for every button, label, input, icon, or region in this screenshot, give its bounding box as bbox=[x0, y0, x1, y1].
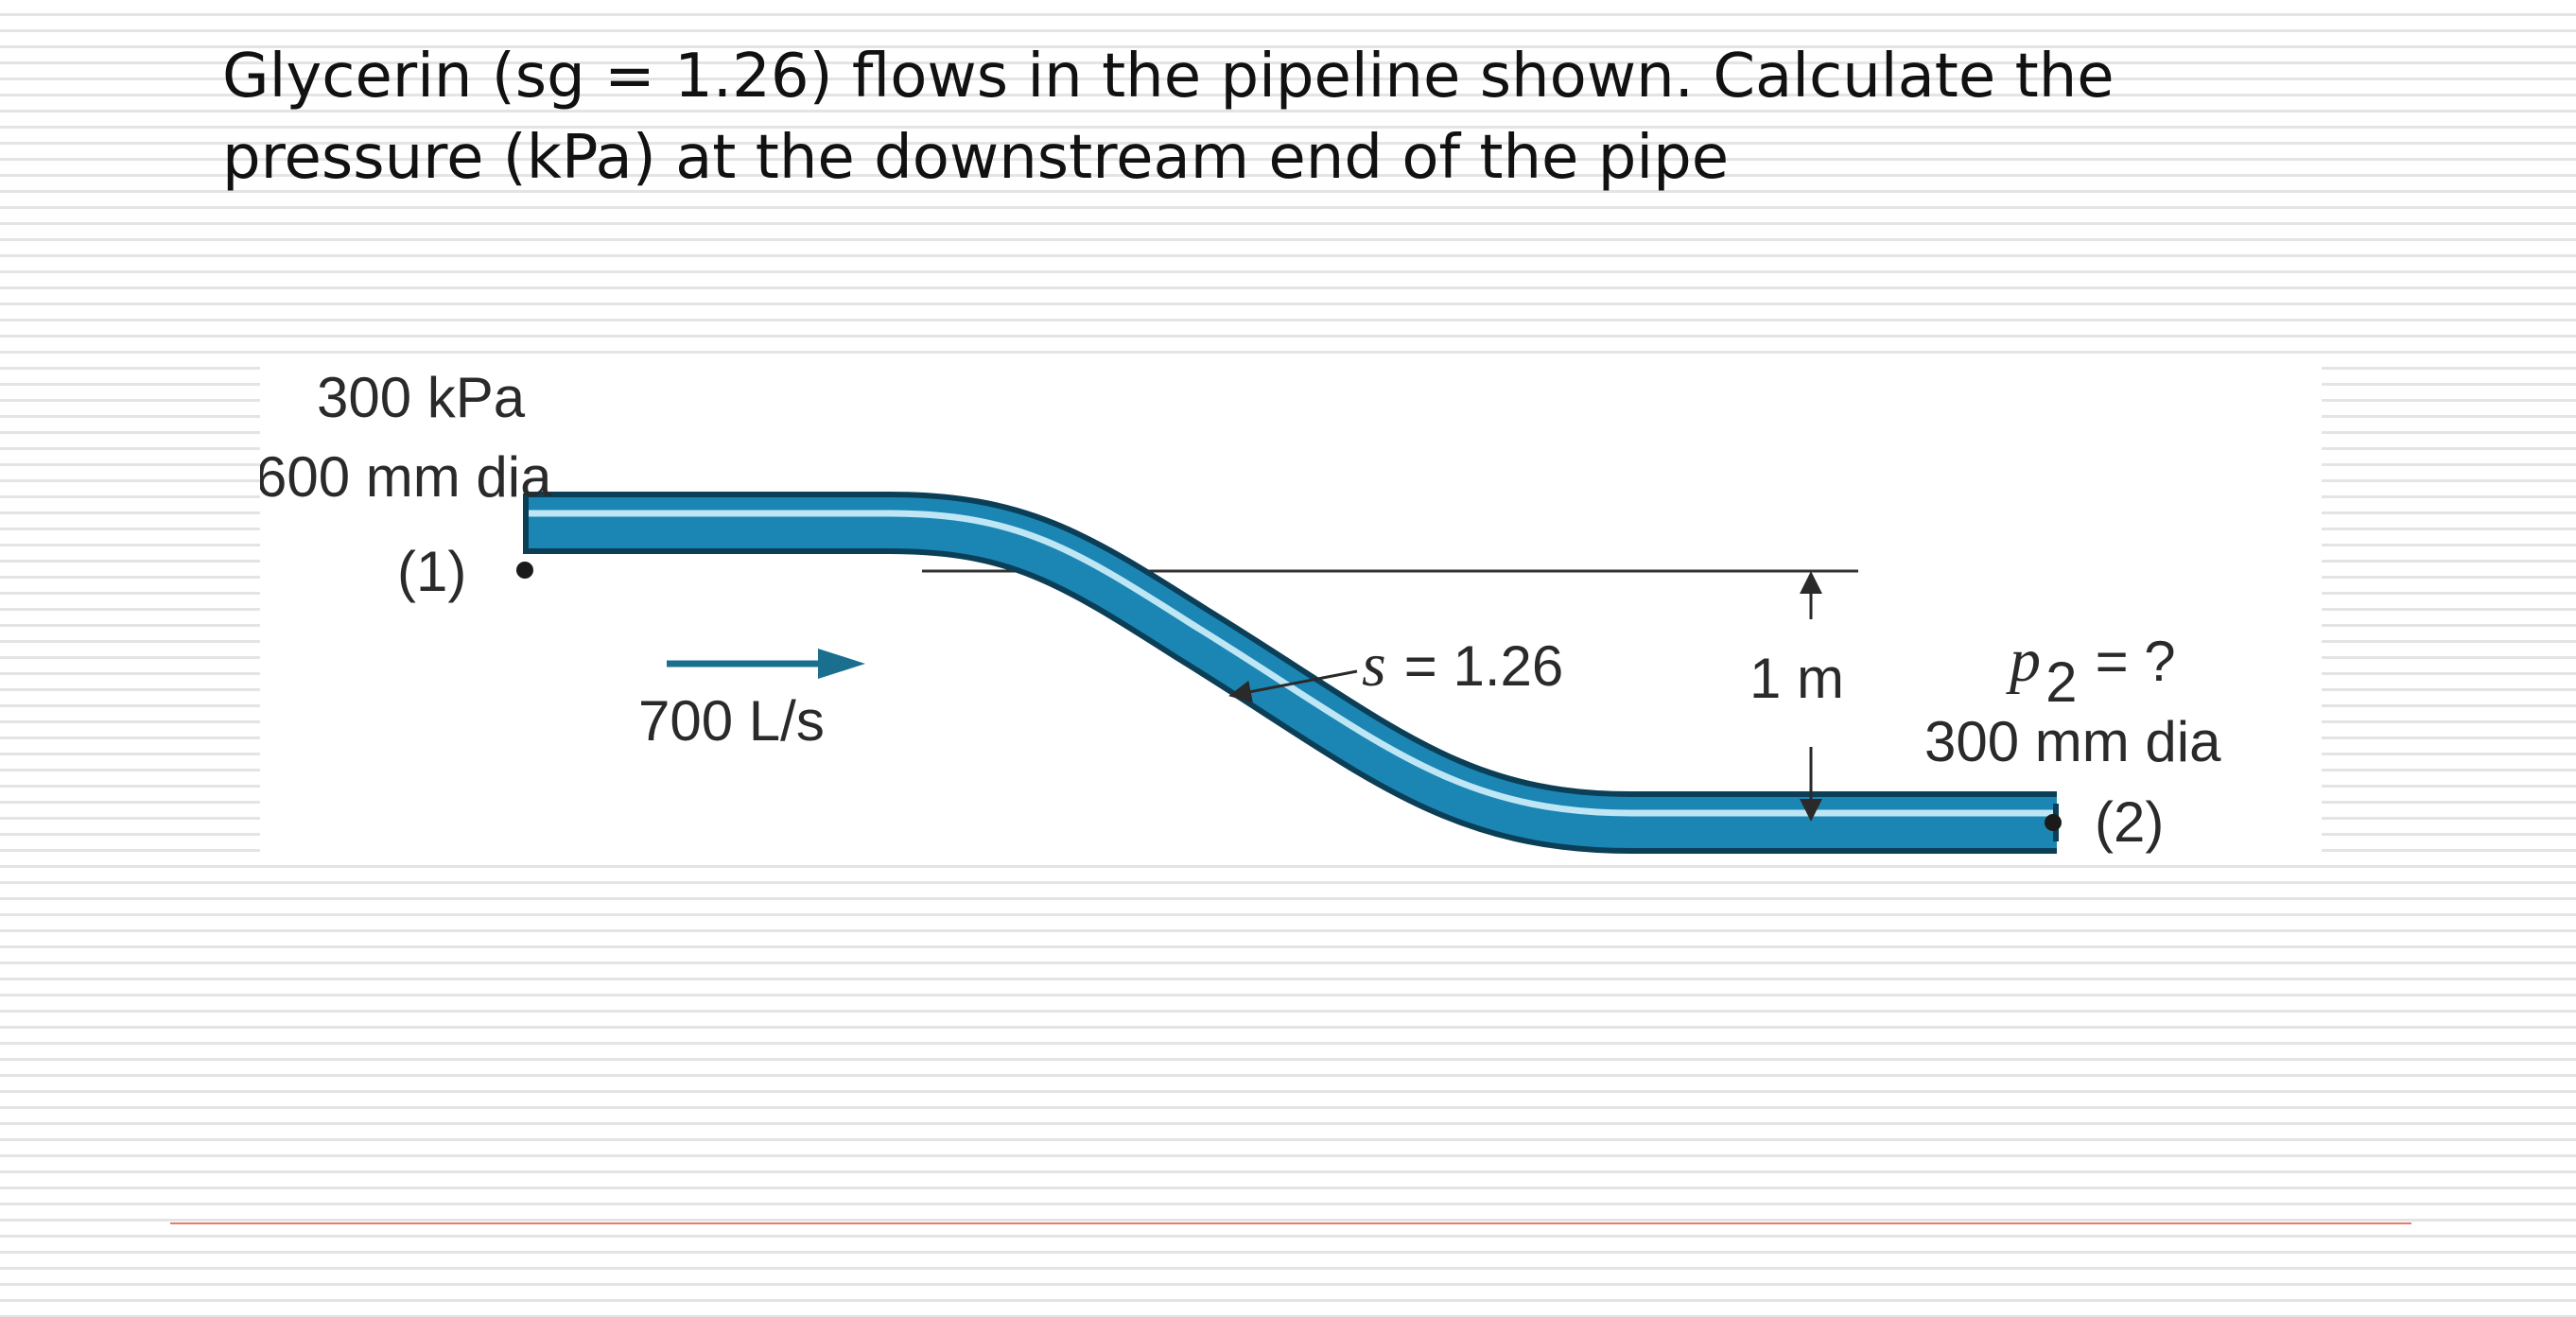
problem-line-1: Glycerin (sg = 1.26) flows in the pipeli… bbox=[222, 42, 2115, 112]
outlet-diameter-label: 300 mm dia bbox=[1924, 710, 2221, 773]
point-2-marker bbox=[2045, 814, 2062, 831]
p2-symbol: p bbox=[2006, 626, 2041, 695]
p2-label: p 2 = ? bbox=[2006, 626, 2176, 714]
sg-label: s = 1.26 bbox=[1362, 631, 1563, 700]
footer-divider bbox=[170, 1222, 2411, 1224]
pipe-body bbox=[525, 497, 2057, 848]
point-1-label: (1) bbox=[397, 540, 466, 603]
flow-rate-label: 700 L/s bbox=[638, 689, 825, 753]
flow-arrow-head bbox=[818, 649, 865, 679]
pipe-inlet-end bbox=[523, 494, 529, 554]
inlet-pressure-label: 300 kPa bbox=[317, 366, 526, 429]
point-1-marker bbox=[516, 562, 533, 579]
p2-subscript: 2 bbox=[2045, 650, 2077, 714]
point-2-label: (2) bbox=[2095, 790, 2164, 854]
problem-line-2: pressure (kPa) at the downstream end of … bbox=[222, 123, 1730, 193]
elevation-label: 1 m bbox=[1749, 647, 1844, 710]
inlet-diameter-label: 600 mm dia bbox=[260, 445, 552, 509]
problem-statement: Glycerin (sg = 1.26) flows in the pipeli… bbox=[222, 36, 2397, 199]
pipeline-diagram: 300 kPa 600 mm dia (1) 700 L/s s = 1.26 … bbox=[260, 366, 2221, 854]
pipeline-figure: 300 kPa 600 mm dia (1) 700 L/s s = 1.26 … bbox=[260, 364, 2322, 856]
sg-leader-line bbox=[1228, 669, 1358, 703]
sg-value: = 1.26 bbox=[1404, 634, 1564, 698]
pipe bbox=[523, 492, 2059, 854]
sg-symbol: s bbox=[1362, 631, 1386, 700]
p2-value: = ? bbox=[2096, 630, 2176, 693]
pipe-highlight bbox=[525, 510, 2057, 817]
